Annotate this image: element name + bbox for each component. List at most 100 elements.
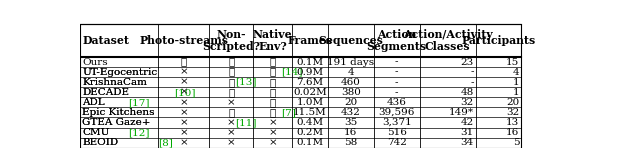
Text: ×: × [268,138,277,147]
Text: ×: × [268,118,277,127]
Text: 4: 4 [348,68,354,77]
Text: DECADE: DECADE [82,88,129,97]
Text: ✓: ✓ [228,58,234,67]
Text: 32: 32 [506,108,520,117]
Text: -: - [395,68,399,77]
Text: ×: × [180,88,188,97]
Text: -: - [395,58,399,67]
Text: ×: × [180,128,188,137]
Text: 23: 23 [461,58,474,67]
Text: Epic Kitchens: Epic Kitchens [82,101,175,115]
Text: ×: × [227,118,236,127]
Text: BEOID: BEOID [82,138,118,147]
Text: 16: 16 [506,128,520,137]
Text: ×: × [180,108,188,117]
Text: 1: 1 [513,78,520,87]
Text: ×: × [227,128,236,137]
Text: [14]: [14] [281,68,303,77]
Text: 516: 516 [387,128,406,137]
Bar [80,24,522,148]
Text: ×: × [180,98,188,107]
Text: GTEA Gaze+: GTEA Gaze+ [82,112,170,125]
Text: Sequences: Sequences [318,35,383,46]
Text: GTEA Gaze+: GTEA Gaze+ [82,118,150,127]
Text: [17]: [17] [128,98,149,107]
Text: 4: 4 [513,68,520,77]
Text: 15: 15 [506,58,520,67]
Text: Ours: Ours [82,58,108,67]
Text: BEOID: BEOID [82,132,126,146]
Text: KrishnaCam: KrishnaCam [82,71,166,85]
Text: 20: 20 [506,98,520,107]
Text: Epic Kitchens: Epic Kitchens [82,108,154,117]
Text: 0.9M: 0.9M [296,68,323,77]
Text: UT-Egocentric: UT-Egocentric [82,68,157,77]
Text: 432: 432 [341,108,361,117]
Text: ADL: ADL [82,98,104,107]
Text: 0.2M: 0.2M [296,128,323,137]
Text: 436: 436 [387,98,406,107]
Text: Action/Activity
Classes: Action/Activity Classes [403,29,493,52]
Text: ADL: ADL [82,91,110,105]
Text: 11.5M: 11.5M [293,108,327,117]
Text: Frames: Frames [287,35,332,46]
Text: Participants: Participants [461,35,536,46]
Text: 0.1M: 0.1M [296,138,323,147]
Text: ✓: ✓ [269,68,276,77]
Text: UT-Egocentric: UT-Egocentric [82,68,157,77]
Text: CMU: CMU [82,128,109,137]
Text: -: - [470,68,474,77]
Text: -: - [395,88,399,97]
Text: KrishnaCam: KrishnaCam [82,78,147,87]
Text: ✓: ✓ [269,78,276,87]
Text: ✓: ✓ [269,98,276,107]
Text: CMU: CMU [82,128,109,137]
Text: ×: × [227,98,236,107]
Text: 191 days: 191 days [327,58,374,67]
Text: 58: 58 [344,138,358,147]
Text: GTEA Gaze+: GTEA Gaze+ [82,118,150,127]
Text: 35: 35 [344,118,358,127]
Text: 380: 380 [341,88,361,97]
Text: 31: 31 [461,128,474,137]
Text: BEOID: BEOID [82,138,118,147]
Text: 42: 42 [461,118,474,127]
Text: Action
Segments: Action Segments [367,29,427,52]
Text: 0.02M: 0.02M [293,88,327,97]
Text: ✓: ✓ [228,68,234,77]
Text: ×: × [227,138,236,147]
Text: UT-Egocentric: UT-Egocentric [82,61,178,75]
Text: 460: 460 [341,78,361,87]
Text: Non-
Scripted?: Non- Scripted? [202,29,260,52]
Text: DECADE: DECADE [82,81,140,95]
Text: Native
Env?: Native Env? [253,29,292,52]
Text: ×: × [268,128,277,137]
Text: 5: 5 [513,138,520,147]
Text: DECADE: DECADE [82,88,129,97]
Text: 39,596: 39,596 [378,108,415,117]
Text: 32: 32 [461,98,474,107]
Text: 16: 16 [344,128,358,137]
Text: ✓: ✓ [269,108,276,117]
Text: 34: 34 [461,138,474,147]
Text: 20: 20 [344,98,358,107]
Text: ×: × [180,78,188,87]
Text: 1.0M: 1.0M [296,98,323,107]
Text: ✓: ✓ [269,58,276,67]
Text: ✓: ✓ [269,88,276,97]
Text: [12]: [12] [128,128,149,137]
Text: [8]: [8] [159,138,173,147]
Text: ×: × [180,68,188,77]
Text: ✓: ✓ [180,58,187,67]
Text: -: - [395,78,399,87]
Text: ✓: ✓ [228,88,234,97]
Text: [10]: [10] [174,88,195,97]
Text: 3,371: 3,371 [382,118,412,127]
Text: 7.6M: 7.6M [296,78,323,87]
Text: ADL: ADL [82,98,104,107]
Text: ✓: ✓ [228,78,234,87]
Text: ×: × [180,138,188,147]
Text: Dataset: Dataset [83,35,129,46]
Text: 0.4M: 0.4M [296,118,323,127]
Text: CMU: CMU [82,122,114,136]
